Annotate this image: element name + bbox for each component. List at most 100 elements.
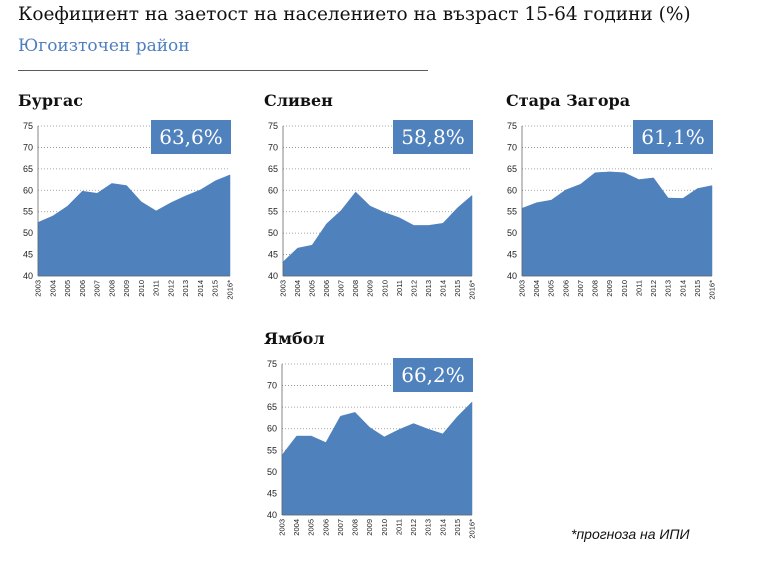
x-tick-label: 2005 bbox=[308, 280, 317, 297]
y-tick-label: 40 bbox=[267, 510, 277, 520]
x-tick-label: 2004 bbox=[48, 280, 57, 297]
y-tick-label: 70 bbox=[268, 142, 278, 152]
x-tick-label: 2013 bbox=[424, 280, 433, 297]
x-tick-label: 2004 bbox=[532, 280, 541, 297]
chart-title-burgas: Бургас bbox=[18, 91, 84, 110]
x-tick-label: 2003 bbox=[518, 280, 527, 297]
forecast-footnote: *прогноза на ИПИ bbox=[571, 526, 690, 542]
x-tick-label: 2008 bbox=[591, 280, 600, 297]
x-tick-label: 2014 bbox=[438, 519, 447, 536]
y-tick-label: 65 bbox=[267, 402, 277, 412]
x-tick-label: 2013 bbox=[181, 280, 190, 297]
x-tick-label: 2013 bbox=[664, 280, 673, 297]
y-tick-label: 55 bbox=[507, 207, 517, 217]
callout-box bbox=[393, 120, 473, 154]
x-tick-label: 2013 bbox=[424, 519, 433, 536]
x-tick-label: 2010 bbox=[380, 280, 389, 297]
area-series bbox=[281, 401, 473, 516]
x-tick-label: 2004 bbox=[293, 280, 302, 297]
area-series bbox=[521, 171, 713, 277]
x-tick-label: 2009 bbox=[366, 280, 375, 297]
callout-box bbox=[393, 358, 473, 392]
y-tick-label: 75 bbox=[267, 359, 277, 369]
y-tick-label: 45 bbox=[267, 488, 277, 498]
y-tick-label: 50 bbox=[507, 228, 517, 238]
y-tick-label: 45 bbox=[23, 250, 33, 260]
callout-value: 66,2% bbox=[401, 363, 465, 387]
chart-title-stara-zagora: Стара Загора bbox=[506, 91, 631, 110]
area-series bbox=[37, 174, 231, 277]
x-tick-label: 2007 bbox=[576, 280, 585, 297]
page-title: Коефициент на заетост на населението на … bbox=[18, 4, 691, 25]
x-tick-label: 2012 bbox=[649, 280, 658, 297]
x-tick-label: 2010 bbox=[620, 280, 629, 297]
y-tick-label: 55 bbox=[23, 207, 33, 217]
x-tick-label: 2009 bbox=[605, 280, 614, 297]
x-tick-label: 2014 bbox=[678, 280, 687, 297]
y-tick-label: 60 bbox=[507, 185, 517, 195]
y-tick-label: 40 bbox=[268, 271, 278, 281]
x-tick-label: 2006 bbox=[78, 280, 87, 297]
area-series bbox=[282, 191, 473, 277]
title-divider bbox=[18, 70, 428, 71]
x-tick-label: 2009 bbox=[122, 280, 131, 297]
y-tick-label: 60 bbox=[268, 185, 278, 195]
y-tick-label: 65 bbox=[23, 164, 33, 174]
chart-title-yambol: Ямбол bbox=[264, 329, 325, 348]
callout-value: 58,8% bbox=[401, 125, 465, 149]
x-tick-label: 2007 bbox=[337, 280, 346, 297]
x-tick-label: 2011 bbox=[152, 280, 161, 296]
y-tick-label: 65 bbox=[268, 164, 278, 174]
x-tick-label: 2006 bbox=[321, 519, 330, 536]
x-tick-label: 2015 bbox=[453, 280, 462, 297]
x-tick-label: 2010 bbox=[137, 280, 146, 297]
y-tick-label: 50 bbox=[267, 467, 277, 477]
y-tick-label: 55 bbox=[268, 207, 278, 217]
y-tick-label: 75 bbox=[23, 121, 33, 131]
x-tick-label: 2008 bbox=[351, 280, 360, 297]
x-tick-label: 2003 bbox=[34, 280, 43, 297]
y-tick-label: 50 bbox=[268, 228, 278, 238]
y-tick-label: 60 bbox=[267, 424, 277, 434]
callout-box bbox=[633, 120, 713, 154]
y-tick-label: 40 bbox=[23, 271, 33, 281]
x-tick-label: 2007 bbox=[93, 280, 102, 297]
x-tick-label: 2016* bbox=[468, 280, 477, 300]
x-tick-label: 2008 bbox=[107, 280, 116, 297]
x-tick-label: 2003 bbox=[279, 280, 288, 297]
callout-value: 63,6% bbox=[159, 125, 223, 149]
y-tick-label: 45 bbox=[507, 250, 517, 260]
y-tick-label: 40 bbox=[507, 271, 517, 281]
x-tick-label: 2015 bbox=[693, 280, 702, 297]
y-tick-label: 75 bbox=[268, 121, 278, 131]
x-tick-label: 2012 bbox=[409, 280, 418, 297]
x-tick-label: 2005 bbox=[307, 519, 316, 536]
x-tick-label: 2016* bbox=[708, 280, 717, 300]
x-tick-label: 2010 bbox=[380, 519, 389, 536]
x-tick-label: 2011 bbox=[634, 280, 643, 296]
y-tick-label: 45 bbox=[268, 250, 278, 260]
x-tick-label: 2012 bbox=[166, 280, 175, 297]
x-tick-label: 2005 bbox=[63, 280, 72, 297]
x-tick-label: 2016* bbox=[226, 280, 235, 300]
x-tick-label: 2012 bbox=[409, 519, 418, 536]
x-tick-label: 2004 bbox=[292, 519, 301, 536]
x-tick-label: 2005 bbox=[547, 280, 556, 297]
y-tick-label: 75 bbox=[507, 121, 517, 131]
x-tick-label: 2003 bbox=[278, 519, 287, 536]
y-tick-label: 65 bbox=[507, 164, 517, 174]
x-tick-label: 2015 bbox=[453, 519, 462, 536]
x-tick-label: 2009 bbox=[365, 519, 374, 536]
x-tick-label: 2008 bbox=[351, 519, 360, 536]
callout-box bbox=[151, 120, 231, 154]
y-tick-label: 60 bbox=[23, 185, 33, 195]
y-tick-label: 50 bbox=[23, 228, 33, 238]
chart-title-sliven: Сливен bbox=[264, 91, 333, 110]
y-tick-label: 70 bbox=[23, 142, 33, 152]
y-tick-label: 70 bbox=[507, 142, 517, 152]
x-tick-label: 2011 bbox=[395, 280, 404, 296]
x-tick-label: 2007 bbox=[336, 519, 345, 536]
